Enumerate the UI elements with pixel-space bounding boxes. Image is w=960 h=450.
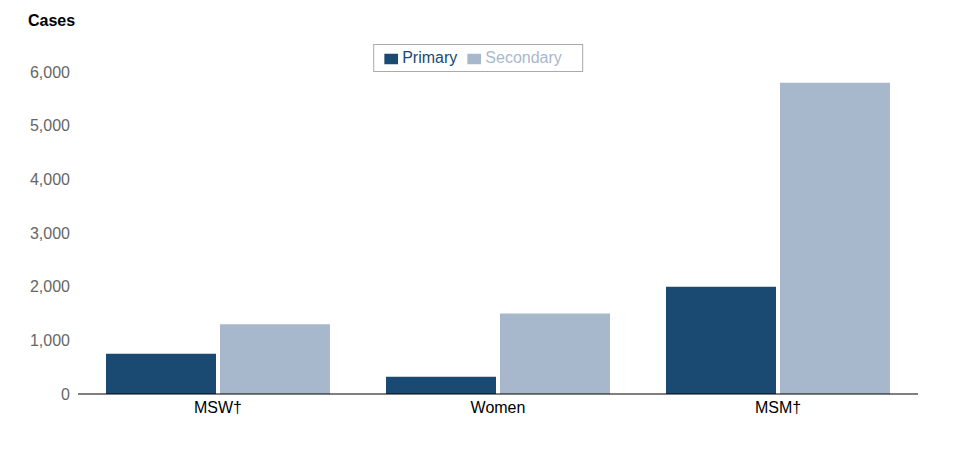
svg-text:2,000: 2,000 (30, 278, 70, 295)
svg-text:Women: Women (471, 399, 526, 416)
svg-text:0: 0 (61, 386, 70, 403)
html-text:Secondary: Secondary (485, 49, 562, 66)
html-text:Primary: Primary (402, 49, 458, 66)
svg-text:5,000: 5,000 (30, 117, 70, 134)
svg-text:MSM†: MSM† (755, 399, 801, 416)
svg-text:6,000: 6,000 (30, 64, 70, 81)
svg-text:MSW†: MSW† (194, 399, 242, 416)
svg-text:1,000: 1,000 (30, 332, 70, 349)
svg-text:3,000: 3,000 (30, 225, 70, 242)
svg-text:4,000: 4,000 (30, 171, 70, 188)
html-text:Cases: Cases (28, 12, 76, 29)
